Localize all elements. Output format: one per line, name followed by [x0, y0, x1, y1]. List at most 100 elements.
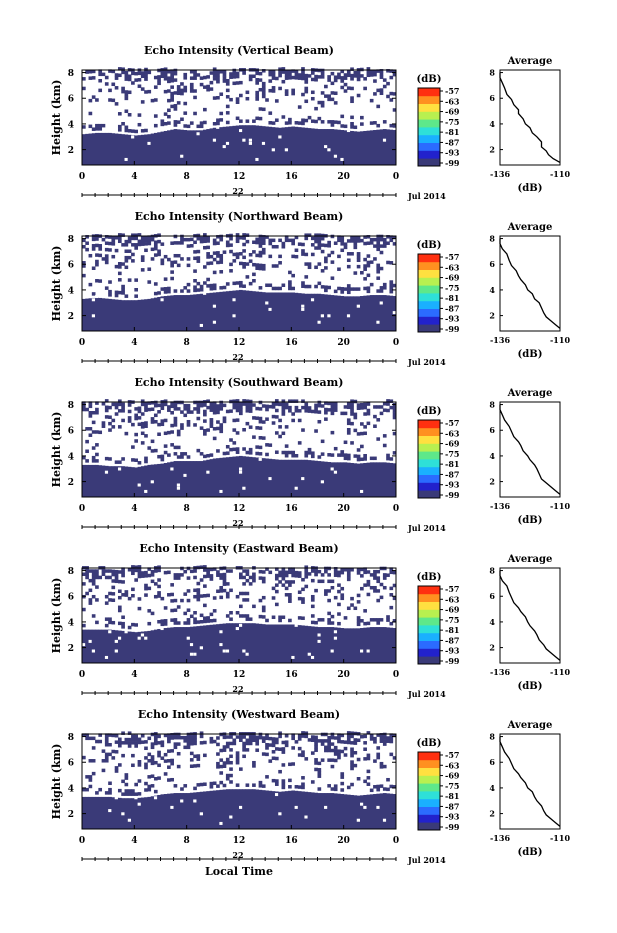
echo-cell: [278, 86, 282, 91]
echo-cell: [170, 430, 174, 434]
echo-cell: [288, 593, 292, 597]
echo-cell: [137, 71, 142, 76]
echo-cell: [88, 736, 93, 741]
echo-cell: [180, 82, 184, 86]
echo-cell: [124, 593, 129, 597]
echo-cell: [281, 624, 286, 663]
echo-cell: [134, 632, 139, 663]
echo-cell: [173, 745, 178, 750]
average-profile-line: [499, 238, 561, 329]
echo-cell: [180, 573, 184, 577]
echo-cell: [363, 402, 367, 407]
echo-cell: [117, 299, 122, 331]
echo-cell: [196, 256, 201, 260]
echo-cell: [104, 286, 109, 290]
echo-cell: [147, 752, 152, 757]
echo-gap: [153, 796, 158, 800]
echo-cell: [242, 236, 246, 240]
echo-cell: [121, 405, 125, 410]
echo-cell: [157, 594, 161, 598]
echo-cell: [212, 67, 217, 71]
echo-cell: [193, 786, 197, 791]
echo-cell: [232, 428, 237, 432]
average-frame: [499, 567, 561, 664]
x-tick-label: 0: [393, 836, 399, 846]
echo-cell: [301, 67, 305, 71]
echo-cell: [176, 241, 181, 245]
echo-cell: [144, 299, 148, 331]
echo-cell: [281, 459, 286, 497]
echo-cell: [346, 462, 351, 497]
echo-cell: [229, 243, 233, 247]
echo-cell: [284, 444, 289, 448]
echo-cell: [268, 443, 273, 447]
echo-cell: [193, 626, 197, 663]
echo-cell: [153, 448, 158, 453]
echo-cell: [127, 789, 132, 793]
echo-cell: [278, 459, 282, 497]
echo-cell: [307, 406, 312, 410]
echo-cell: [121, 121, 125, 126]
echo-cell: [346, 785, 351, 790]
echo-cell: [189, 244, 194, 248]
echo-cell: [274, 756, 279, 761]
echo-cell: [324, 285, 328, 289]
echo-cell: [320, 739, 325, 743]
echo-cell: [147, 567, 152, 571]
echo-cell: [288, 596, 292, 600]
echo-cell: [209, 408, 214, 412]
echo-cell: [157, 296, 161, 331]
echo-cell: [281, 785, 286, 790]
date-label: Jul 2014: [407, 357, 446, 367]
echo-cell: [239, 405, 243, 409]
colorbar-tick-label: -99: [445, 822, 460, 832]
echo-cell: [317, 116, 322, 121]
echo-cell: [219, 764, 224, 769]
echo-cell: [288, 72, 292, 77]
echo-cell: [320, 461, 325, 497]
echo-cell: [386, 736, 390, 740]
echo-gap: [360, 802, 364, 806]
echo-cell: [186, 263, 191, 268]
echo-cell: [324, 748, 328, 753]
colorbar-tick-label: -99: [445, 656, 460, 666]
echo-cell: [183, 295, 188, 331]
echo-cell: [258, 436, 263, 440]
echo-cell: [310, 128, 315, 165]
echo-cell: [245, 569, 250, 573]
echo-cell: [108, 796, 112, 829]
echo-cell: [294, 292, 299, 331]
echo-cell: [271, 756, 276, 760]
echo-cell: [274, 118, 279, 122]
echo-cell: [85, 235, 89, 239]
echo-cell: [108, 742, 112, 747]
echo-cell: [284, 740, 289, 744]
echo-cell: [225, 760, 230, 765]
echo-cell: [167, 749, 171, 753]
echo-cell: [346, 456, 351, 461]
echo-cell: [206, 399, 210, 403]
echo-gap: [327, 148, 331, 152]
echo-cell: [258, 286, 263, 290]
echo-cell: [82, 623, 86, 628]
echo-cell: [314, 767, 318, 772]
echo-cell: [183, 85, 188, 90]
echo-cell: [274, 782, 279, 786]
echo-cell: [386, 260, 390, 265]
echo-cell: [206, 87, 210, 92]
echo-cell: [346, 296, 351, 331]
echo-cell: [173, 445, 178, 450]
echo-cell: [376, 589, 381, 593]
echo-cell: [216, 761, 220, 766]
echo-cell: [268, 570, 273, 575]
echo-cell: [219, 429, 224, 434]
echo-cell: [199, 121, 204, 125]
echo-cell: [284, 73, 289, 77]
echo-cell: [88, 410, 93, 415]
echo-cell: [363, 583, 367, 587]
beam-panel-4: Echo Intensity (Eastward Beam)2468Height…: [50, 542, 570, 699]
echo-cell: [212, 127, 217, 165]
echo-cell: [173, 107, 178, 111]
echo-cell: [98, 297, 103, 331]
echo-cell: [356, 457, 361, 462]
